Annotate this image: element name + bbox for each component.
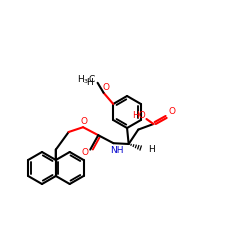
Text: H: H (148, 145, 154, 154)
Text: NH: NH (110, 146, 123, 155)
Text: O: O (80, 117, 87, 126)
Text: HO: HO (132, 112, 146, 120)
Text: O: O (102, 83, 109, 92)
Text: H$_3$C: H$_3$C (77, 74, 96, 86)
Text: H: H (86, 78, 93, 87)
Text: O: O (82, 148, 89, 157)
Text: O: O (168, 108, 175, 116)
